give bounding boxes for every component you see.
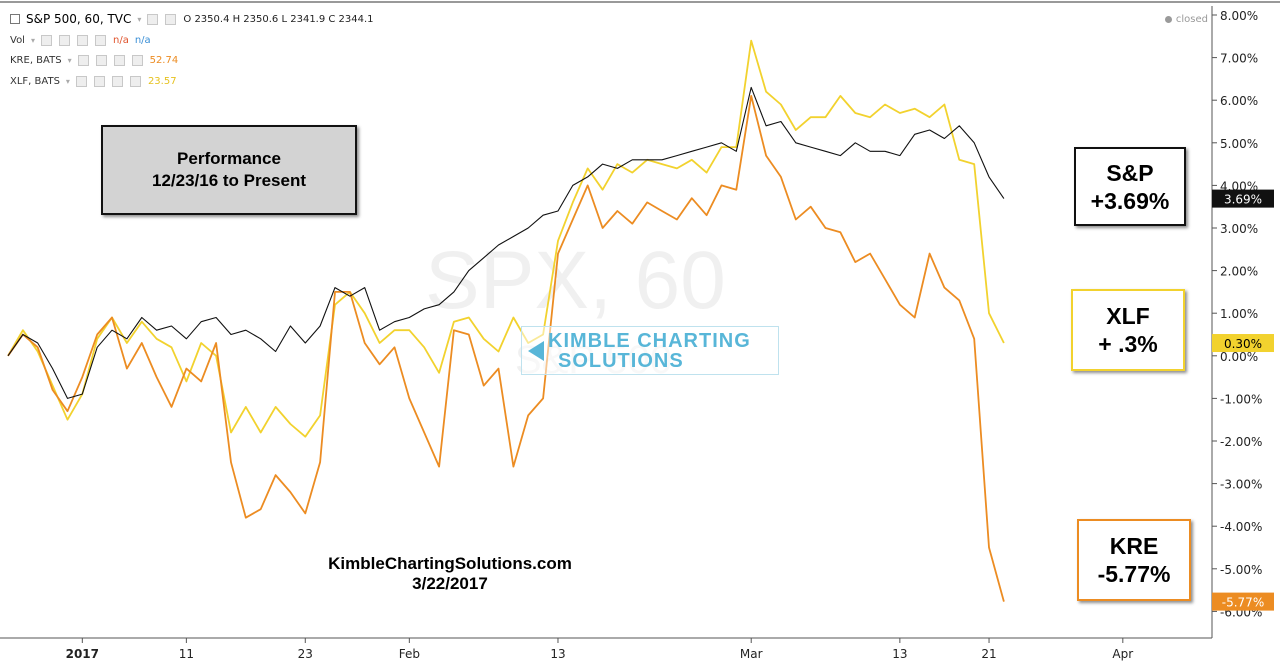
time-tick-label: Apr <box>1112 647 1133 661</box>
kimble-logo-icon <box>528 340 544 361</box>
gear-icon[interactable] <box>58 35 70 46</box>
market-status-label: closed <box>1175 14 1208 25</box>
site-attribution: KimbleChartingSolutions.com 3/22/2017 <box>300 554 600 594</box>
last-value-badge <box>1212 592 1274 611</box>
xlf-callout-value: + .3% <box>1098 331 1158 357</box>
series-lines <box>7 39 1005 602</box>
kre-callout-value: -5.77% <box>1097 561 1171 587</box>
gear-icon[interactable] <box>165 13 177 25</box>
symbol-watermark: SPX, 60 <box>425 235 726 326</box>
price-tick-label: 3.00% <box>1220 222 1258 236</box>
time-tick-label: Feb <box>399 647 420 661</box>
xlf-callout-label: XLF <box>1106 303 1150 329</box>
gear-icon[interactable] <box>93 76 105 87</box>
performance-period: 12/23/16 to Present <box>151 171 307 190</box>
price-tick-label: -3.00% <box>1220 478 1262 492</box>
kre-series-value: 52.74 <box>149 55 179 66</box>
time-tick-label: 2017 <box>66 647 99 661</box>
time-tick-label: 11 <box>179 647 194 661</box>
sp-callout-label: S&P <box>1106 159 1154 186</box>
eye-icon[interactable] <box>77 55 89 66</box>
vol-value-2: n/a <box>134 35 151 46</box>
time-tick-label: Mar <box>740 647 763 661</box>
eye-icon[interactable] <box>147 13 159 25</box>
sp-callout: S&P +3.69% <box>1074 147 1186 226</box>
price-tick-label: -5.00% <box>1220 563 1262 577</box>
series-line-sp[interactable] <box>7 86 1005 399</box>
price-tick-label: -2.00% <box>1220 435 1262 449</box>
price-tick-label: -4.00% <box>1220 520 1262 534</box>
kre-series-label: KRE, BATS <box>10 55 62 66</box>
price-tick-label: 0.00% <box>1220 350 1258 364</box>
price-tick-label: 7.00% <box>1220 52 1258 66</box>
site-name: KimbleChartingSolutions.com <box>328 554 572 573</box>
plus-icon[interactable] <box>113 55 125 66</box>
close-icon[interactable] <box>131 55 143 66</box>
status-dot-icon <box>1164 15 1172 23</box>
vol-label: Vol <box>10 35 25 46</box>
kre-callout-label: KRE <box>1109 533 1159 559</box>
chevron-down-icon[interactable]: ▾ <box>137 14 142 24</box>
series-line-xlf[interactable] <box>7 39 1005 438</box>
last-value-badge <box>1212 189 1274 208</box>
price-axis[interactable]: 8.00%7.00%6.00%5.00%4.00%3.00%2.00%1.00%… <box>1212 9 1262 619</box>
sp-callout-value: +3.69% <box>1090 187 1170 214</box>
time-tick-label: 23 <box>298 647 313 661</box>
xlf-legend[interactable]: XLF, BATS ▾ 23.57 <box>10 76 177 87</box>
price-tick-label: 1.00% <box>1220 307 1258 321</box>
kimble-logo-line1: KIMBLE CHARTING <box>548 329 751 352</box>
kimble-logo-line2: SOLUTIONS <box>558 349 684 372</box>
main-series-title: S&P 500, 60, TVC <box>26 12 132 26</box>
plus-icon[interactable] <box>76 35 88 46</box>
gear-icon[interactable] <box>95 55 107 66</box>
eye-icon[interactable] <box>40 35 52 46</box>
close-icon[interactable] <box>94 35 106 46</box>
chevron-down-icon[interactable]: ▾ <box>65 77 70 86</box>
close-icon[interactable] <box>129 76 141 87</box>
collapse-icon[interactable] <box>10 14 20 24</box>
time-tick-label: 13 <box>892 647 907 661</box>
kre-legend[interactable]: KRE, BATS ▾ 52.74 <box>10 55 178 66</box>
last-value-text: -5.77% <box>1222 596 1264 610</box>
price-tick-label: 5.00% <box>1220 137 1258 151</box>
eye-icon[interactable] <box>75 76 87 87</box>
price-tick-label: 2.00% <box>1220 265 1258 279</box>
price-tick-label: 8.00% <box>1220 9 1258 23</box>
chevron-down-icon[interactable]: ▾ <box>30 36 35 45</box>
price-tick-label: -1.00% <box>1220 392 1262 406</box>
kimble-logo: KIMBLE CHARTING SOLUTIONS <box>521 326 779 375</box>
plus-icon[interactable] <box>111 76 123 87</box>
ohlc-readout: O 2350.4 H 2350.6 L 2341.9 C 2344.1 <box>183 13 374 25</box>
kre-callout: KRE -5.77% <box>1077 519 1191 601</box>
series-line-kre[interactable] <box>7 95 1005 602</box>
xlf-series-label: XLF, BATS <box>10 76 60 87</box>
market-status: closed <box>1164 14 1208 25</box>
time-axis[interactable]: 2017 11 23 Feb 13 Mar 13 21 Apr <box>66 638 1134 661</box>
xlf-series-value: 23.57 <box>147 76 177 87</box>
vol-legend[interactable]: Vol ▾ n/a n/a <box>10 35 151 46</box>
performance-box: Performance 12/23/16 to Present <box>101 125 357 215</box>
main-series-legend[interactable]: S&P 500, 60, TVC ▾ O 2350.4 H 2350.6 L 2… <box>10 12 374 26</box>
last-value-text: 3.69% <box>1224 193 1262 207</box>
last-value-labels: 3.69% 0.30% -5.77% <box>1212 189 1274 611</box>
chevron-down-icon[interactable]: ▾ <box>67 56 72 65</box>
xlf-callout: XLF + .3% <box>1071 289 1185 371</box>
last-value-badge <box>1212 334 1274 353</box>
chart-date: 3/22/2017 <box>412 574 488 593</box>
time-tick-label: 21 <box>981 647 996 661</box>
vol-value-1: n/a <box>112 35 129 46</box>
time-tick-label: 13 <box>550 647 565 661</box>
last-value-text: 0.30% <box>1224 337 1262 351</box>
performance-title: Performance <box>177 149 281 168</box>
kimble-logo-text: KIMBLE CHARTING SOLUTIONS <box>548 331 751 371</box>
price-tick-label: 6.00% <box>1220 94 1258 108</box>
